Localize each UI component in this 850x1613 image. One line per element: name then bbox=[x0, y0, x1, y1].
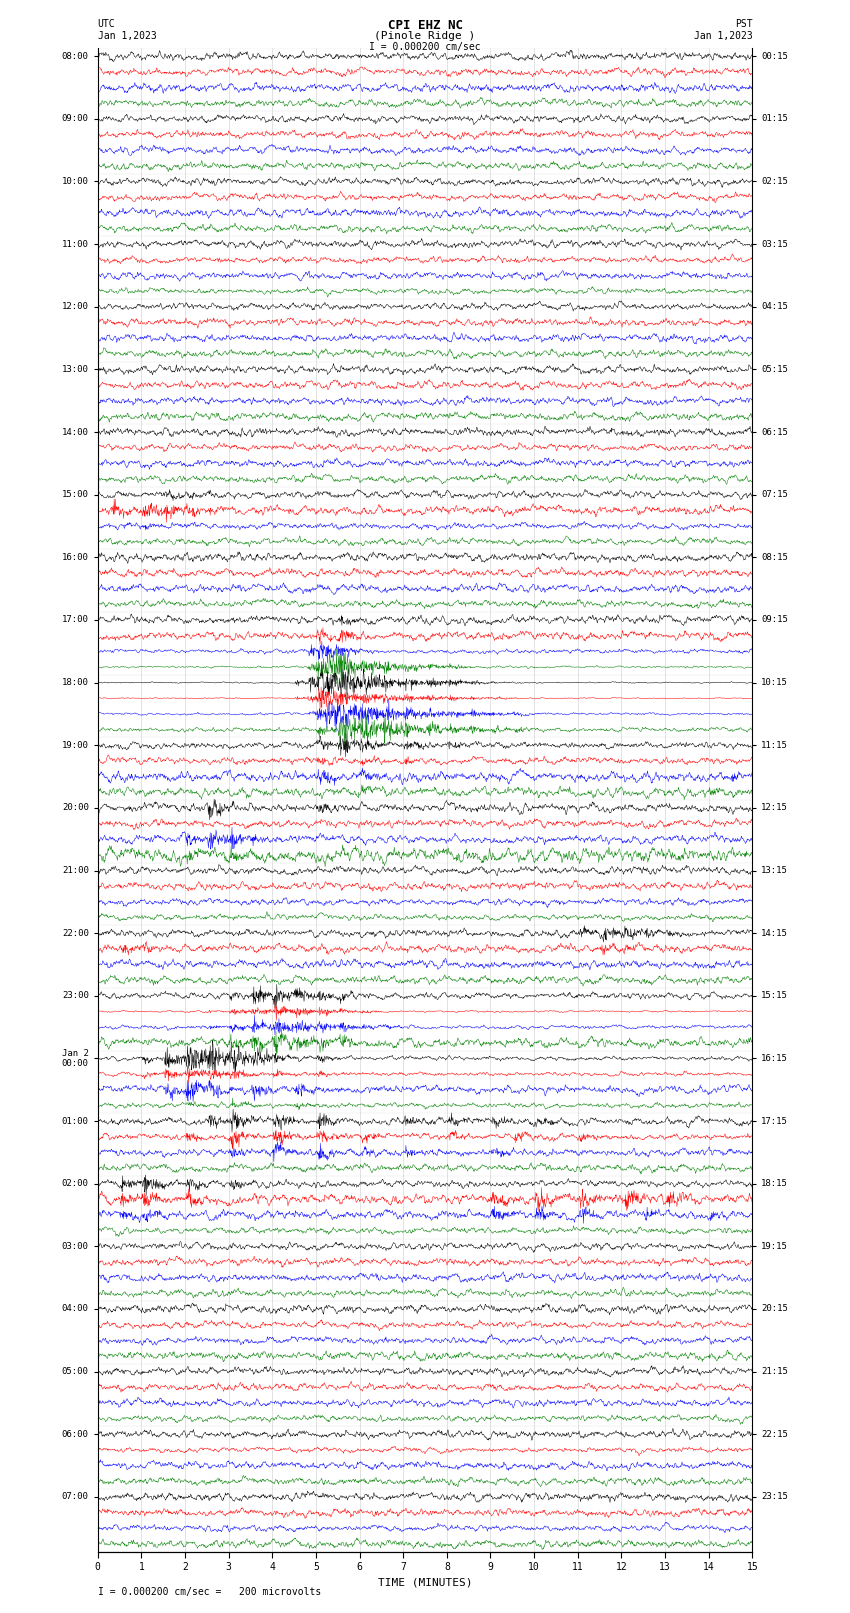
X-axis label: TIME (MINUTES): TIME (MINUTES) bbox=[377, 1578, 473, 1587]
Text: Jan 1,2023: Jan 1,2023 bbox=[98, 31, 156, 40]
Text: I = 0.000200 cm/sec =   200 microvolts: I = 0.000200 cm/sec = 200 microvolts bbox=[98, 1587, 321, 1597]
Text: UTC: UTC bbox=[98, 19, 116, 29]
Text: I = 0.000200 cm/sec: I = 0.000200 cm/sec bbox=[369, 42, 481, 52]
Text: PST: PST bbox=[734, 19, 752, 29]
Text: CPI EHZ NC: CPI EHZ NC bbox=[388, 19, 462, 32]
Text: (Pinole Ridge ): (Pinole Ridge ) bbox=[374, 31, 476, 40]
Text: Jan 1,2023: Jan 1,2023 bbox=[694, 31, 752, 40]
